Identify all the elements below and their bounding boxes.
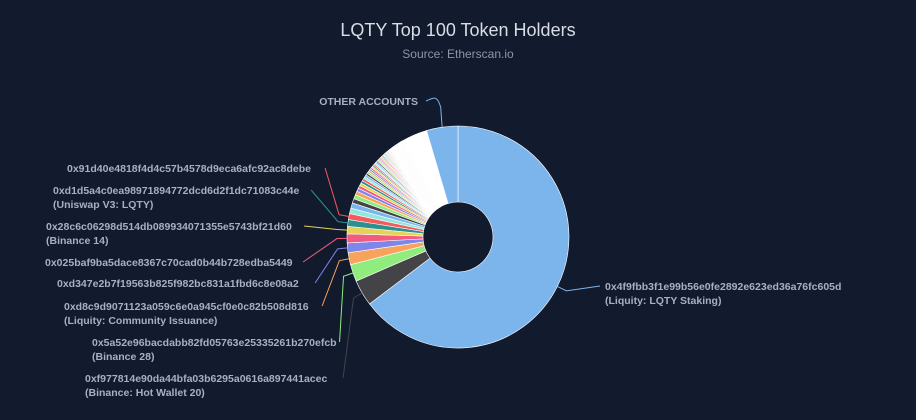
slice-sublabel: (Liquity: LQTY Staking) [605,295,721,307]
leader-line [304,225,348,231]
chart-title: LQTY Top 100 Token Holders [340,20,576,40]
slice-sublabel: (Binance 28) [92,351,154,363]
slice-label: 0xd347e2b7f19563b825f982bc831a1fbd6c8e08… [57,278,299,290]
leader-line [302,237,348,263]
slice-label: 0x025baf9ba5dace8367c70cad0b44b728edba54… [45,257,293,269]
pie-slice[interactable] [369,125,570,349]
leader-line [425,97,443,128]
leader-line [342,292,363,379]
leader-line [321,258,350,307]
leader-line [557,285,601,292]
slice-label: 0xf977814e90da44bfa03b6295a0616a897441ac… [85,373,327,385]
slice-label: 0x91d40e4818f4d4c57b4578d9eca6afc92ac8de… [67,163,311,175]
slice-label: 0x5a52e96bacdabb82fd05763e25335261b270ef… [92,337,337,349]
slice-label: 0x28c6c06298d514db089934071355e5743bf21d… [46,221,292,233]
leader-line [339,272,354,343]
slice-label: 0xd8c9d9071123a059c6e0a945cf0e0c82b508d8… [64,301,309,313]
slice-label: 0xd1d5a4c0ea98971894772dcd6d2f1dc71083c4… [53,185,300,197]
slice-label: 0x4f9fbb3f1e99b56e0fe2892e623ed36a76fc60… [605,281,841,293]
slice-sublabel: (Liquity: Community Issuance) [64,315,217,327]
leader-line [324,167,349,218]
slice-sublabel: (Uniswap V3: LQTY) [53,199,153,211]
slice-sublabel: (Binance 14) [46,235,108,247]
leader-line [314,247,348,284]
slice-label: OTHER ACCOUNTS [319,96,418,108]
chart-subtitle: Source: Etherscan.io [402,47,514,61]
pie-slice[interactable] [426,125,459,204]
leader-line [310,189,348,224]
slice-sublabel: (Binance: Hot Wallet 20) [85,387,205,399]
